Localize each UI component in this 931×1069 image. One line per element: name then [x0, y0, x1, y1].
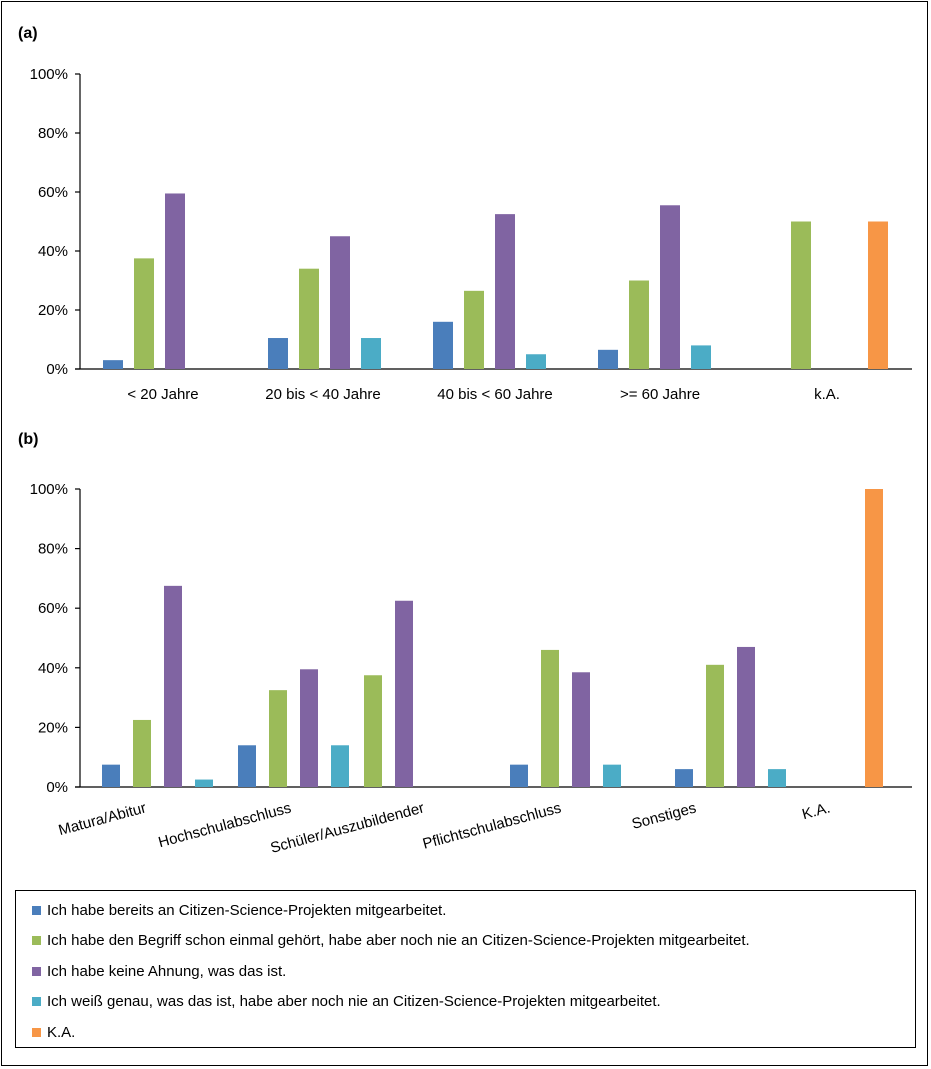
bar	[660, 205, 680, 369]
y-tick-label: 60%	[38, 600, 68, 617]
bar	[768, 769, 786, 787]
legend-item: Ich weiß genau, was das ist, habe aber n…	[32, 987, 915, 1018]
legend-swatch-icon	[32, 1027, 41, 1037]
panel-label: (a)	[18, 25, 38, 42]
y-tick-label: 60%	[38, 184, 68, 201]
bar	[268, 338, 288, 369]
bar	[572, 672, 590, 787]
chart-a: (a) 0% 20% 40% 60% 80% 100% < 20 Jahre 20 bis < …	[18, 25, 912, 403]
bar	[541, 649, 559, 787]
y-tick-label: 20%	[38, 719, 68, 736]
bar	[495, 214, 515, 369]
bar	[300, 669, 318, 787]
y-tick-label: 100%	[30, 66, 68, 83]
bar	[395, 600, 413, 787]
x-tick-label: Matura/Abitur	[57, 799, 148, 839]
bar	[675, 769, 693, 787]
y-tick-label: 40%	[38, 660, 68, 677]
charts-canvas: (a) 0% 20% 40% 60% 80% 100% < 20 Jahre 20 bis < …	[18, 25, 912, 857]
x-tick-label: Sonstiges	[630, 799, 698, 832]
bar	[103, 360, 123, 369]
x-tick-label: Schüler/Auszubildender	[269, 799, 426, 856]
bar	[598, 349, 618, 369]
legend-label: Ich habe keine Ahnung, was das ist.	[47, 962, 287, 980]
bar	[134, 258, 154, 369]
y-tick-label: 40%	[38, 243, 68, 260]
bar	[865, 489, 883, 787]
x-tick-label: 20 bis < 40 Jahre	[265, 386, 381, 403]
bar	[165, 193, 185, 369]
bar	[364, 675, 382, 787]
bar	[526, 354, 546, 369]
x-tick-label: 40 bis < 60 Jahre	[437, 386, 553, 403]
x-tick-label: K.A.	[800, 799, 832, 823]
legend-item: Ich habe bereits an Citizen-Science-Proj…	[32, 895, 915, 926]
chart-b: (b)0%20%40%60%80%100%Matura/Abitur Hochsc…	[18, 431, 912, 857]
legend-item: K.A.	[32, 1017, 915, 1048]
x-tick-label: < 20 Jahre	[127, 386, 198, 403]
legend-item: Ich habe den Begriff schon einmal gehört…	[32, 926, 915, 957]
bar	[133, 719, 151, 787]
legend-label: K.A.	[47, 1023, 76, 1041]
y-tick-label: 80%	[38, 125, 68, 142]
bar	[299, 268, 319, 369]
x-tick-label: k.A.	[814, 386, 840, 403]
legend-swatch-icon	[32, 966, 41, 976]
legend-label: Ich weiß genau, was das ist, habe aber n…	[47, 993, 661, 1011]
bar	[164, 585, 182, 787]
bar	[510, 764, 528, 787]
y-tick-label: 0%	[46, 361, 68, 378]
legend-swatch-icon	[32, 936, 41, 946]
bar	[269, 690, 287, 787]
y-tick-label: 0%	[46, 779, 68, 796]
y-tick-label: 20%	[38, 302, 68, 319]
legend-label: Ich habe bereits an Citizen-Science-Proj…	[47, 901, 447, 919]
bar	[691, 345, 711, 369]
legend-item: Ich habe keine Ahnung, was das ist.	[32, 956, 915, 987]
bar	[330, 236, 350, 369]
y-tick-label: 100%	[30, 481, 68, 498]
bar	[706, 664, 724, 787]
bar	[102, 764, 120, 787]
bar	[433, 321, 453, 369]
legend: Ich habe bereits an Citizen-Science-Proj…	[15, 890, 916, 1048]
panel-label: (b)	[18, 431, 38, 448]
bar	[195, 779, 213, 787]
legend-label: Ich habe den Begriff schon einmal gehört…	[47, 932, 750, 950]
bar	[361, 338, 381, 369]
bar	[331, 745, 349, 787]
bar	[603, 764, 621, 787]
bar	[868, 221, 888, 369]
bar	[464, 290, 484, 369]
legend-swatch-icon	[32, 905, 41, 915]
bar	[629, 280, 649, 369]
y-tick-label: 80%	[38, 541, 68, 558]
bar	[737, 646, 755, 787]
bar	[791, 221, 811, 369]
legend-swatch-icon	[32, 997, 41, 1007]
x-tick-label: >= 60 Jahre	[620, 386, 700, 403]
bar	[238, 745, 256, 787]
x-tick-label: Pflichtschulabschluss	[421, 799, 563, 852]
